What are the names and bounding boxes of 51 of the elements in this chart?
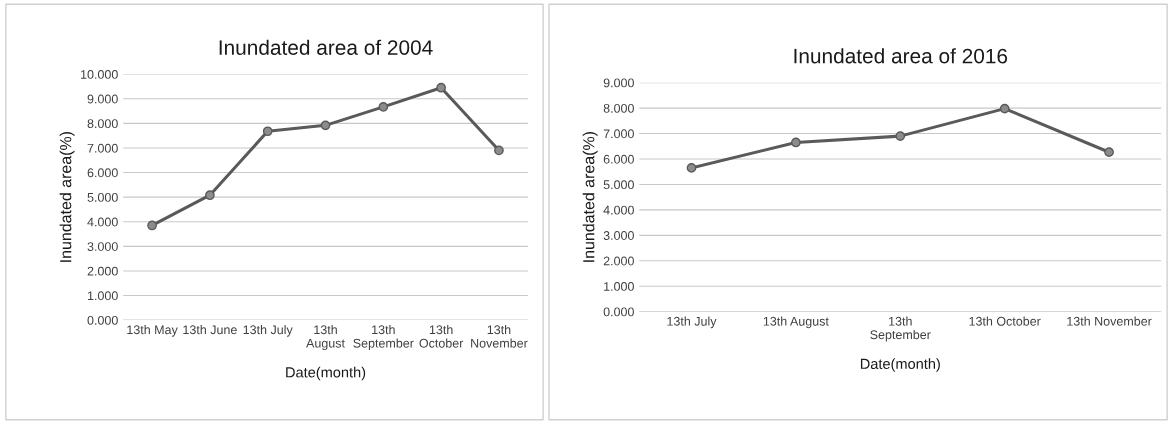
y-tick-label: 3.000 <box>603 231 634 240</box>
y-tick-label: 4.000 <box>87 217 118 227</box>
y-tick-label: 6.000 <box>87 168 118 178</box>
chart-title: Inundated area of 2004 <box>219 39 433 55</box>
y-tick-label: 5.000 <box>603 180 634 190</box>
x-tick-label: 13th August <box>763 316 829 329</box>
y-tick-label: 2.000 <box>87 266 118 276</box>
y-tick-label: 9.000 <box>87 94 118 104</box>
point <box>686 163 697 173</box>
point <box>378 102 389 112</box>
y-tick-label: 7.000 <box>87 143 118 153</box>
point <box>205 190 215 201</box>
x-tick-label: 13th October <box>419 324 464 348</box>
y-tick-label: 5.000 <box>87 192 118 202</box>
x-tick-label: 13th May <box>127 324 178 337</box>
y-tick-label: 3.000 <box>87 242 118 251</box>
point <box>320 120 331 131</box>
y-tick-label: 0.000 <box>87 315 118 325</box>
y-tick-label: 8.000 <box>603 103 634 113</box>
y-tick-label: 1.000 <box>604 282 634 291</box>
x-tick-label: 13th November <box>1067 316 1152 326</box>
y-axis-title: Inundated area(%) <box>582 132 598 262</box>
y-tick-label: 8.000 <box>87 119 118 129</box>
x-tick-label: 13th July <box>243 324 293 337</box>
x-tick-label: 13th July <box>667 316 717 329</box>
point <box>147 220 157 231</box>
point <box>999 103 1010 114</box>
y-tick-label: 10.000 <box>81 70 118 79</box>
point <box>262 126 273 137</box>
x-axis-title: Date(month) <box>860 358 940 372</box>
y-tick-label: 2.000 <box>603 256 634 266</box>
point <box>895 131 906 141</box>
point <box>494 145 504 156</box>
x-tick-label: 13th September <box>870 316 931 342</box>
chart-title: Inundated area of 2016 <box>794 48 1008 64</box>
y-axis-title: Inundated area(%) <box>59 132 75 262</box>
x-axis-title: Date(month) <box>286 366 366 381</box>
x-tick-label: 13th September <box>353 324 414 351</box>
y-tick-label: 9.000 <box>603 78 634 88</box>
x-tick-label: 13th November <box>471 324 528 348</box>
point <box>1104 147 1114 157</box>
x-tick-label: 13th June <box>183 324 237 335</box>
y-tick-label: 7.000 <box>603 129 634 139</box>
y-tick-label: 0.000 <box>603 307 634 317</box>
point <box>791 137 801 148</box>
x-tick-label: 13th October <box>969 316 1041 326</box>
y-tick-label: 1.000 <box>87 291 118 301</box>
y-tick-label: 6.000 <box>603 154 634 164</box>
y-tick-label: 4.000 <box>603 205 634 215</box>
x-tick-label: 13th August <box>306 324 345 351</box>
point <box>436 82 446 93</box>
